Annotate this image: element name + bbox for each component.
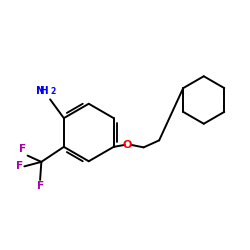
Text: F: F [16, 162, 23, 172]
Text: F: F [36, 181, 44, 191]
Text: 2: 2 [50, 88, 56, 96]
Text: O: O [123, 140, 132, 150]
Text: N: N [36, 86, 44, 97]
Text: F: F [19, 144, 26, 154]
Text: H: H [40, 86, 49, 97]
